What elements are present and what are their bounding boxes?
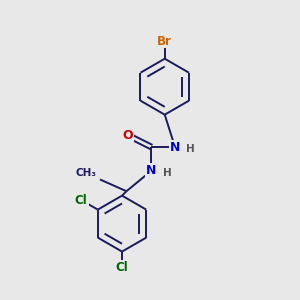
Text: N: N (146, 164, 157, 177)
Text: H: H (186, 144, 195, 154)
Text: CH₃: CH₃ (76, 168, 97, 178)
Text: Cl: Cl (116, 261, 128, 274)
Text: N: N (170, 141, 180, 154)
Text: H: H (163, 168, 171, 178)
Text: Br: Br (157, 34, 172, 48)
Text: O: O (123, 129, 133, 142)
Text: Cl: Cl (75, 194, 88, 207)
